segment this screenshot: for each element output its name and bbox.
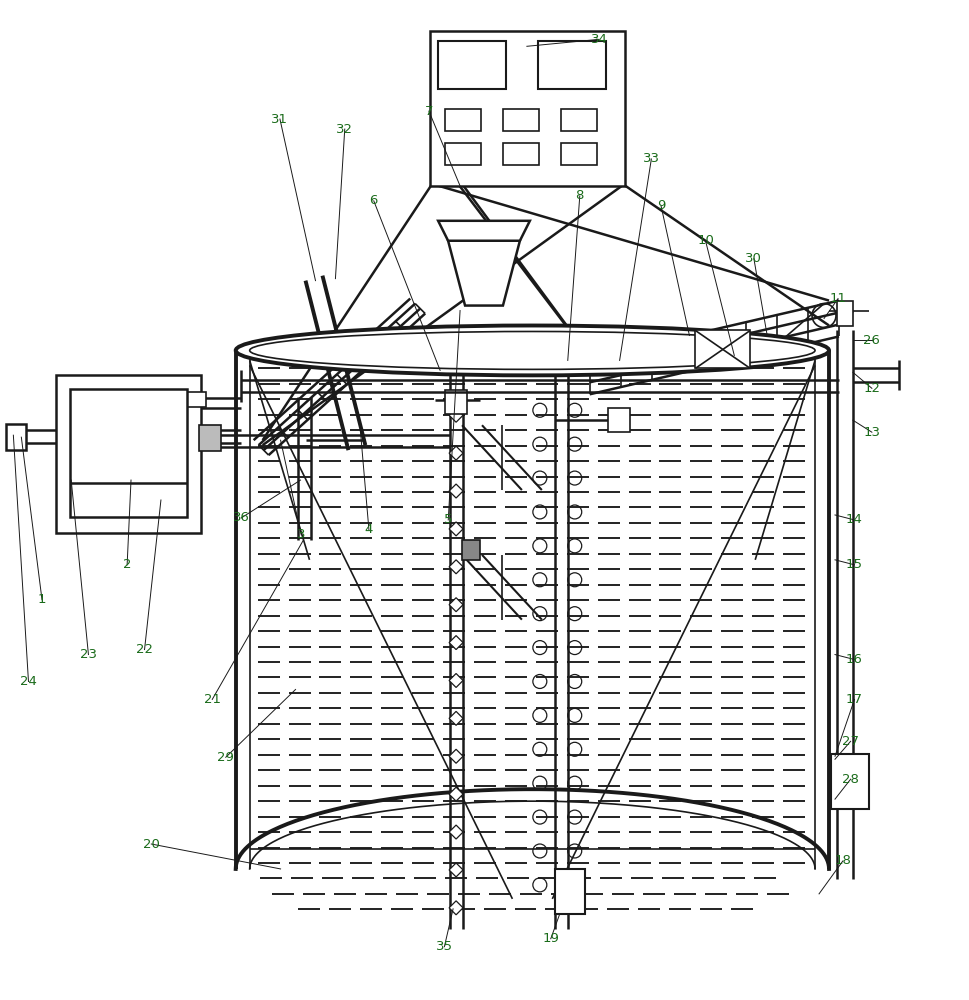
Text: 20: 20 — [142, 838, 160, 851]
Text: 27: 27 — [841, 735, 859, 748]
Text: 8: 8 — [575, 189, 583, 202]
Bar — [607, 408, 629, 432]
Polygon shape — [449, 787, 462, 801]
Bar — [560, 143, 596, 165]
Polygon shape — [438, 221, 529, 241]
Text: 5: 5 — [444, 513, 452, 526]
Text: 9: 9 — [656, 199, 665, 212]
Text: 7: 7 — [424, 105, 433, 118]
Polygon shape — [449, 446, 462, 460]
Bar — [445, 143, 481, 165]
Bar — [560, 109, 596, 131]
Bar — [445, 109, 481, 131]
Bar — [836, 301, 852, 326]
Bar — [199, 425, 221, 451]
Bar — [429, 31, 624, 186]
Polygon shape — [449, 749, 462, 763]
Polygon shape — [449, 560, 462, 574]
Polygon shape — [449, 522, 462, 536]
Bar — [830, 754, 868, 809]
Text: 19: 19 — [542, 932, 559, 945]
Text: 28: 28 — [841, 773, 859, 786]
Text: 34: 34 — [590, 33, 607, 46]
Text: 30: 30 — [745, 252, 762, 265]
Text: 18: 18 — [833, 854, 851, 867]
Bar — [186, 392, 205, 407]
Polygon shape — [449, 901, 462, 915]
Polygon shape — [449, 674, 462, 687]
Text: 13: 13 — [862, 426, 880, 439]
Bar — [554, 869, 584, 914]
Text: 12: 12 — [862, 382, 880, 395]
Bar — [7, 424, 26, 450]
Text: 3: 3 — [297, 528, 305, 541]
Text: 17: 17 — [845, 693, 862, 706]
Text: 11: 11 — [828, 292, 846, 305]
Text: 26: 26 — [862, 334, 880, 347]
Polygon shape — [449, 408, 462, 422]
Polygon shape — [448, 241, 519, 306]
Polygon shape — [449, 484, 462, 498]
Text: 31: 31 — [271, 113, 288, 126]
Text: 23: 23 — [79, 648, 97, 661]
Text: 14: 14 — [845, 513, 862, 526]
Text: 22: 22 — [136, 643, 153, 656]
Bar — [503, 109, 539, 131]
Polygon shape — [449, 863, 462, 877]
Text: 33: 33 — [642, 152, 659, 165]
Text: 2: 2 — [123, 558, 131, 571]
Text: 32: 32 — [336, 123, 353, 136]
Bar — [56, 375, 201, 533]
Text: 1: 1 — [38, 593, 47, 606]
Text: 24: 24 — [20, 675, 37, 688]
Text: 29: 29 — [217, 751, 234, 764]
Bar — [445, 390, 466, 414]
Polygon shape — [449, 711, 462, 725]
Text: 21: 21 — [203, 693, 221, 706]
Bar — [438, 41, 506, 89]
Bar — [695, 330, 749, 368]
Bar — [461, 540, 480, 560]
Bar — [503, 143, 539, 165]
Polygon shape — [449, 825, 462, 839]
Text: 16: 16 — [845, 653, 862, 666]
Text: 6: 6 — [369, 194, 378, 207]
Text: 4: 4 — [364, 523, 373, 536]
Text: 15: 15 — [845, 558, 862, 571]
Text: 10: 10 — [697, 234, 713, 247]
Polygon shape — [449, 598, 462, 612]
Bar — [537, 41, 605, 89]
Text: 35: 35 — [435, 940, 453, 953]
Text: 36: 36 — [233, 511, 249, 524]
Bar — [70, 389, 187, 517]
Polygon shape — [449, 636, 462, 650]
Ellipse shape — [235, 326, 828, 375]
